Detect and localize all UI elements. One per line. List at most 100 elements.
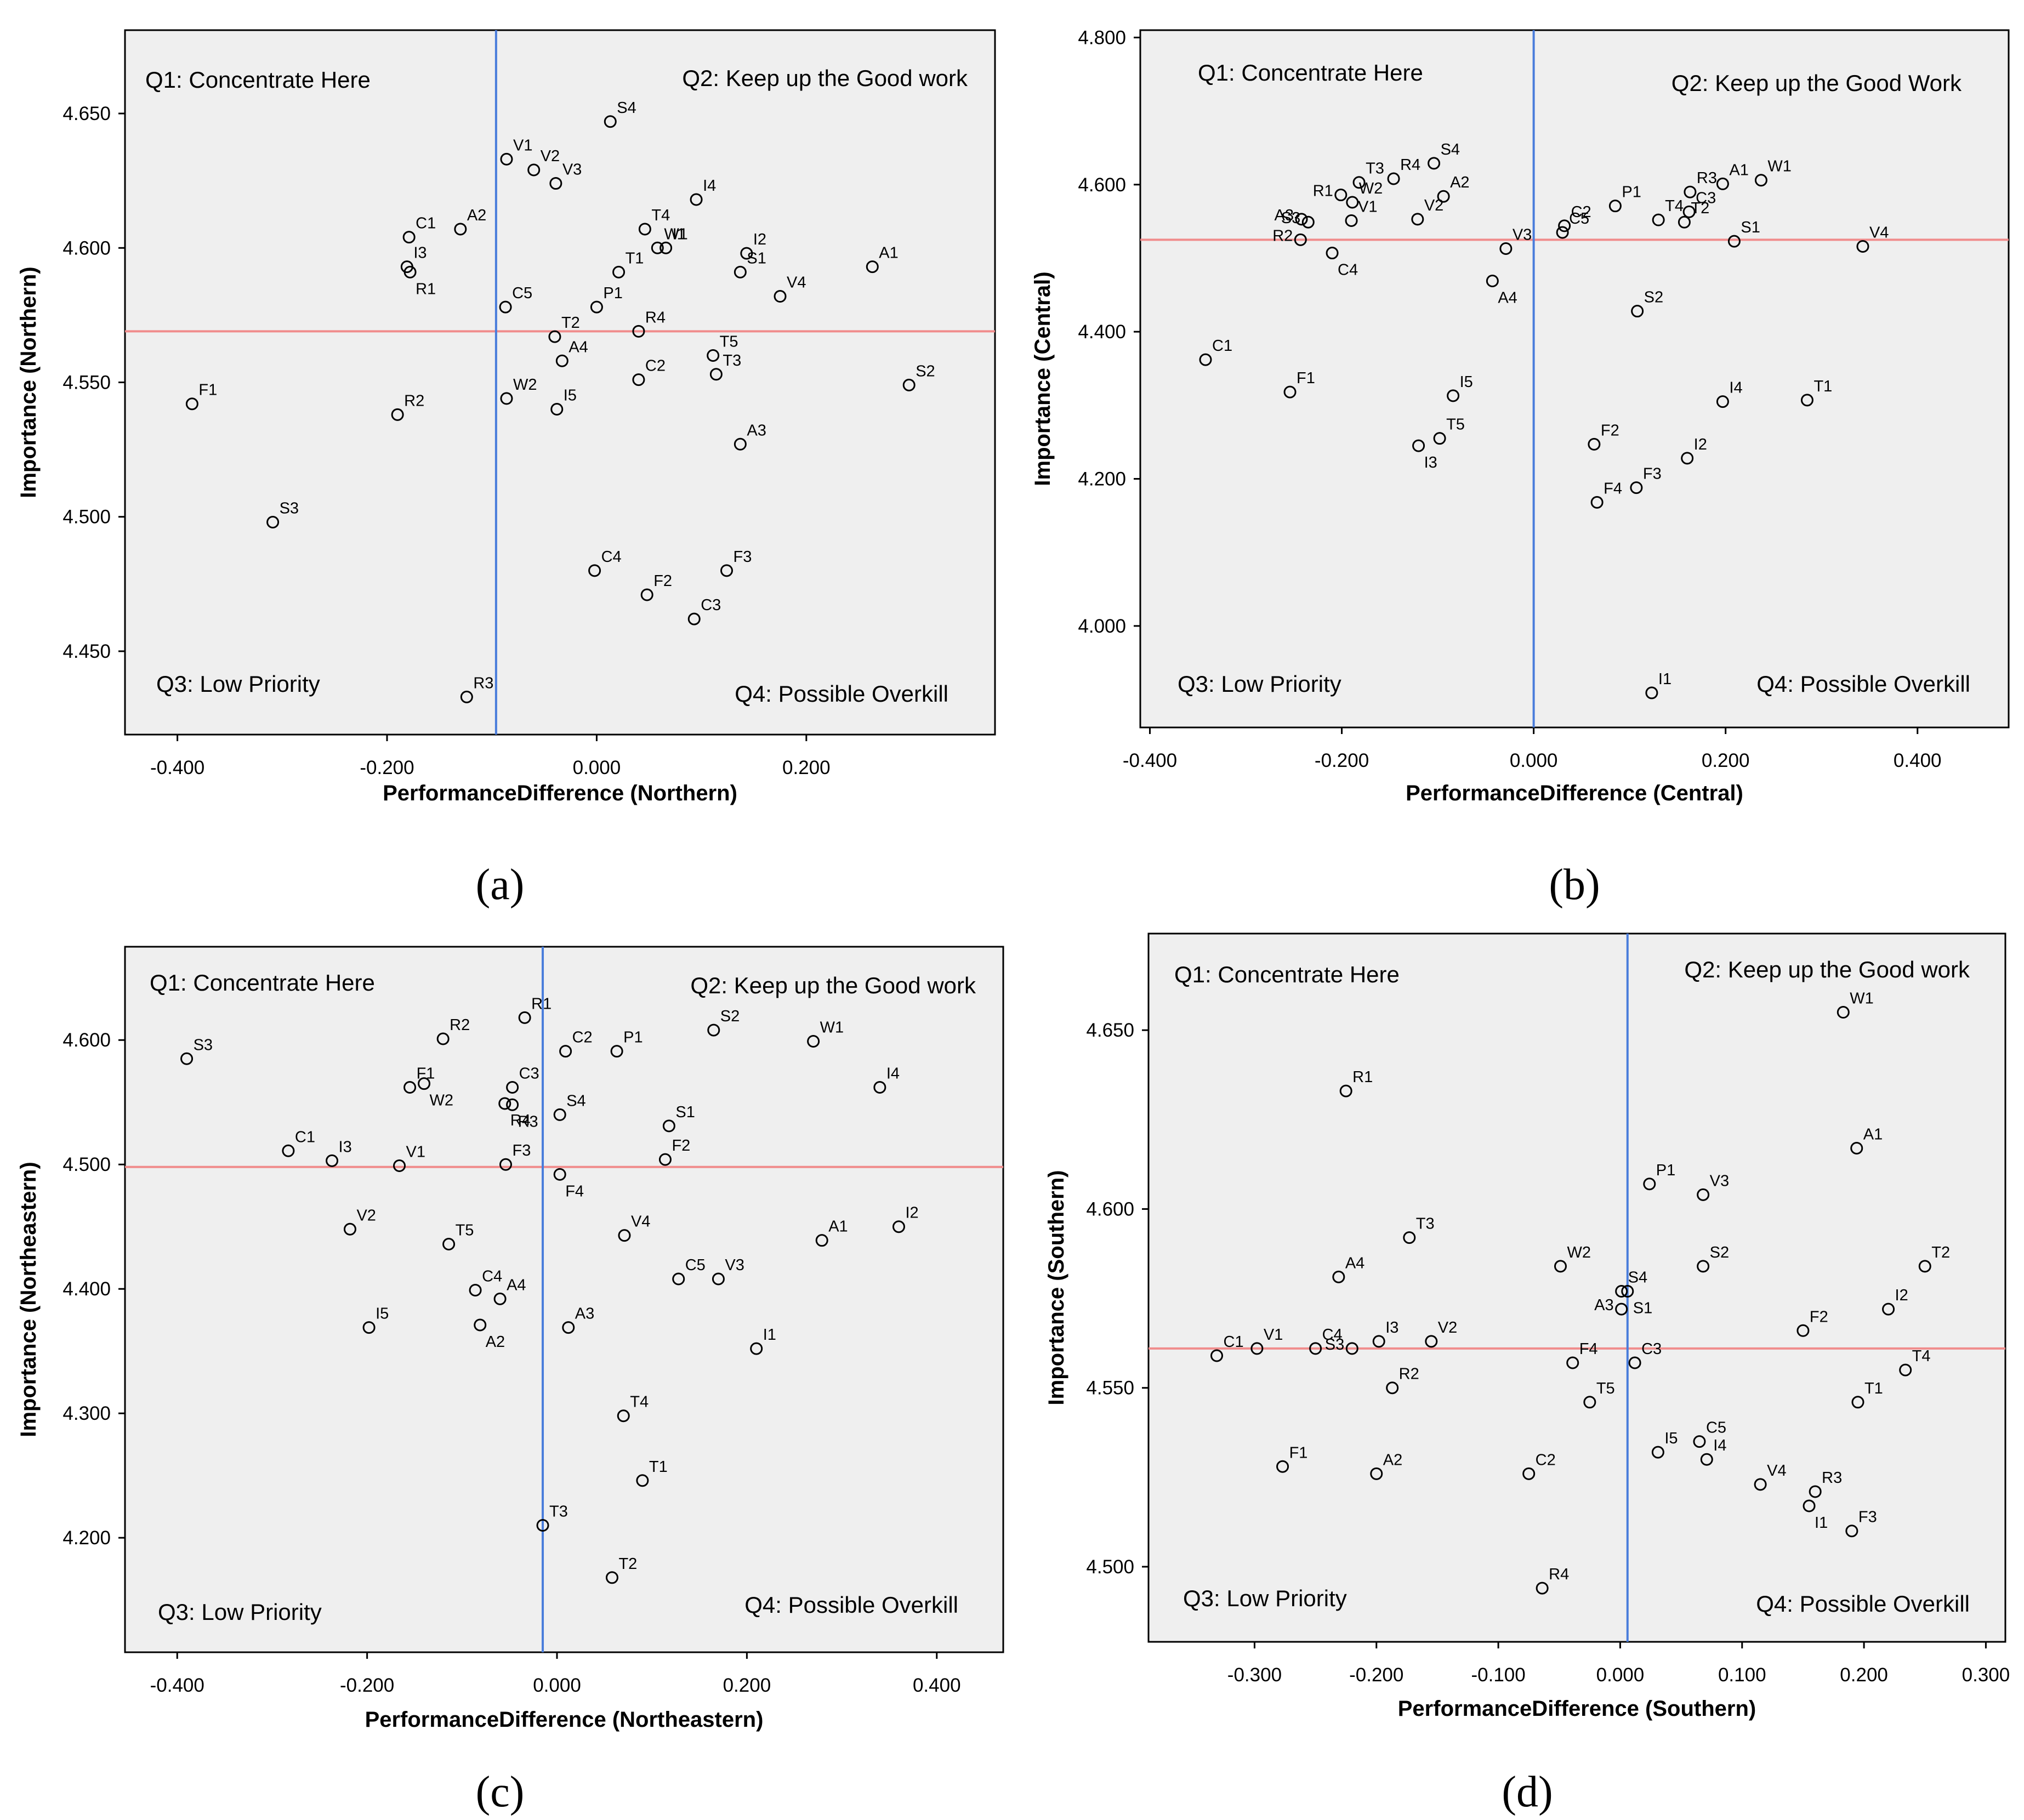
data-point-s3-a: [266, 516, 280, 529]
quadrant-label-q1-b: Q1: Concentrate Here: [1198, 60, 1423, 86]
point-label-r3-b: R3: [1697, 169, 1717, 187]
data-point-w1-b: [1754, 174, 1767, 187]
point-label-c2-c: C2: [572, 1029, 593, 1046]
point-label-v2-c: V2: [356, 1207, 376, 1224]
data-point-s3-b: [1301, 215, 1315, 229]
data-point-i5-b: [1447, 389, 1460, 402]
point-label-r3-a: R3: [473, 674, 493, 692]
y-tick-label-a: 4.450: [62, 641, 111, 662]
data-point-t2-d: [1918, 1260, 1931, 1273]
point-label-r3-d: R3: [1822, 1469, 1842, 1487]
data-point-c2-d: [1522, 1467, 1536, 1480]
y-tick-label-d: 4.550: [1086, 1378, 1134, 1399]
data-point-t5-b: [1433, 432, 1446, 445]
point-label-v2-a: V2: [541, 147, 560, 165]
data-point-i5-a: [550, 403, 564, 416]
y-axis-title-a: Importance (Northern): [16, 266, 41, 498]
data-point-t3-c: [536, 1518, 549, 1532]
data-point-i5-d: [1651, 1446, 1664, 1459]
data-point-v1-c: [393, 1159, 406, 1172]
data-point-t2-b: [1678, 215, 1691, 229]
data-point-a4-a: [555, 354, 568, 367]
data-point-s4-a: [604, 115, 617, 128]
data-point-p1-c: [610, 1045, 623, 1058]
quadrant-label-q3-b: Q3: Low Priority: [1178, 671, 1341, 697]
quadrant-label-q1-a: Q1: Concentrate Here: [145, 67, 371, 93]
point-label-i1-c: I1: [763, 1326, 776, 1344]
point-label-c5-b: C5: [1569, 210, 1589, 228]
y-tick-label-c: 4.500: [62, 1154, 111, 1175]
data-point-p1-d: [1643, 1178, 1656, 1191]
data-point-a3-c: [562, 1321, 575, 1334]
point-label-f2-a: F2: [653, 572, 672, 590]
data-point-s4-b: [1428, 157, 1441, 170]
y-tick-label-b: 4.800: [1078, 27, 1126, 48]
data-point-t1-b: [1800, 394, 1813, 407]
point-label-s2-c: S2: [720, 1008, 740, 1025]
x-axis-title-d: PerformanceDifference (Southern): [1398, 1697, 1756, 1721]
data-point-s2-b: [1631, 305, 1644, 318]
point-label-r1-b: R1: [1313, 183, 1333, 200]
data-point-i2-a: [740, 247, 753, 260]
point-label-s3-d: S3: [1325, 1336, 1344, 1353]
quadrant-label-q3-a: Q3: Low Prioritу: [156, 671, 320, 697]
data-point-s1-c: [662, 1119, 675, 1133]
point-label-f3-c: F3: [512, 1142, 531, 1159]
point-label-a2-b: A2: [1450, 174, 1469, 191]
point-label-v1-b: V1: [1358, 198, 1377, 216]
panel-label-d: (d): [1502, 1768, 1553, 1816]
data-point-c4-d: [1309, 1342, 1322, 1355]
quadrant-label-q1-c: Q1: Concentrate Here: [150, 970, 375, 996]
point-label-v1-d: V1: [1264, 1326, 1283, 1344]
point-label-v4-b: V4: [1869, 224, 1889, 241]
point-label-c1-c: C1: [295, 1128, 315, 1146]
data-point-c5-a: [499, 300, 512, 314]
point-label-a1-b: A1: [1729, 161, 1748, 179]
point-label-a1-d: A1: [1863, 1126, 1883, 1144]
data-point-v4-a: [774, 290, 787, 303]
data-point-r3-d: [1809, 1485, 1822, 1498]
data-point-w2-c: [418, 1077, 431, 1090]
point-label-r4-c: R4: [510, 1112, 531, 1129]
point-label-a1-a: A1: [879, 244, 898, 262]
data-point-r1-d: [1339, 1084, 1352, 1097]
point-label-t3-d: T3: [1416, 1215, 1435, 1233]
data-point-v2-a: [527, 163, 541, 177]
point-label-r4-b: R4: [1400, 156, 1420, 174]
point-label-t4-d: T4: [1912, 1347, 1931, 1365]
data-point-p1-a: [590, 300, 603, 314]
y-tick-label-d: 4.500: [1086, 1556, 1134, 1578]
point-label-t4-b: T4: [1665, 197, 1684, 215]
data-point-t1-c: [636, 1474, 649, 1487]
data-point-t2-c: [605, 1571, 618, 1584]
point-label-c3-a: C3: [701, 596, 721, 614]
x-axis-title-c: PerformanceDifference (Northeastern): [365, 1708, 764, 1732]
panel-label-b: (b): [1549, 861, 1600, 909]
point-label-c3-d: C3: [1641, 1340, 1662, 1358]
data-point-a3-a: [734, 437, 747, 451]
data-point-r4-c: [498, 1097, 511, 1110]
point-label-r2-d: R2: [1399, 1366, 1419, 1383]
data-point-i1-c: [750, 1342, 763, 1355]
point-label-s4-b: S4: [1441, 141, 1460, 158]
y-tick-label-a: 4.600: [62, 237, 111, 259]
point-label-i2-a: I2: [753, 231, 766, 248]
data-point-a2-c: [474, 1318, 487, 1332]
data-point-i1-d: [1803, 1499, 1816, 1512]
data-point-i4-a: [690, 193, 703, 206]
plot-area-c: [124, 946, 1004, 1653]
x-tick-label-a: 0.200: [782, 757, 831, 778]
plot-area-b: [1139, 29, 2010, 729]
data-point-r2-a: [391, 408, 404, 421]
data-point-t3-d: [1403, 1231, 1416, 1244]
data-point-s4-d: [1615, 1285, 1628, 1298]
data-point-v1-b: [1345, 214, 1358, 228]
point-label-i3-d: I3: [1385, 1319, 1398, 1336]
point-label-c4-d: C4: [1322, 1326, 1343, 1344]
x-axis-title-a: PerformanceDifference (Northern): [383, 781, 737, 805]
point-label-t1-d: T1: [1864, 1380, 1883, 1397]
data-point-f3-d: [1845, 1525, 1858, 1538]
data-point-v2-c: [343, 1222, 356, 1236]
point-label-t4-c: T4: [630, 1394, 649, 1411]
data-point-w1-c: [807, 1035, 820, 1048]
